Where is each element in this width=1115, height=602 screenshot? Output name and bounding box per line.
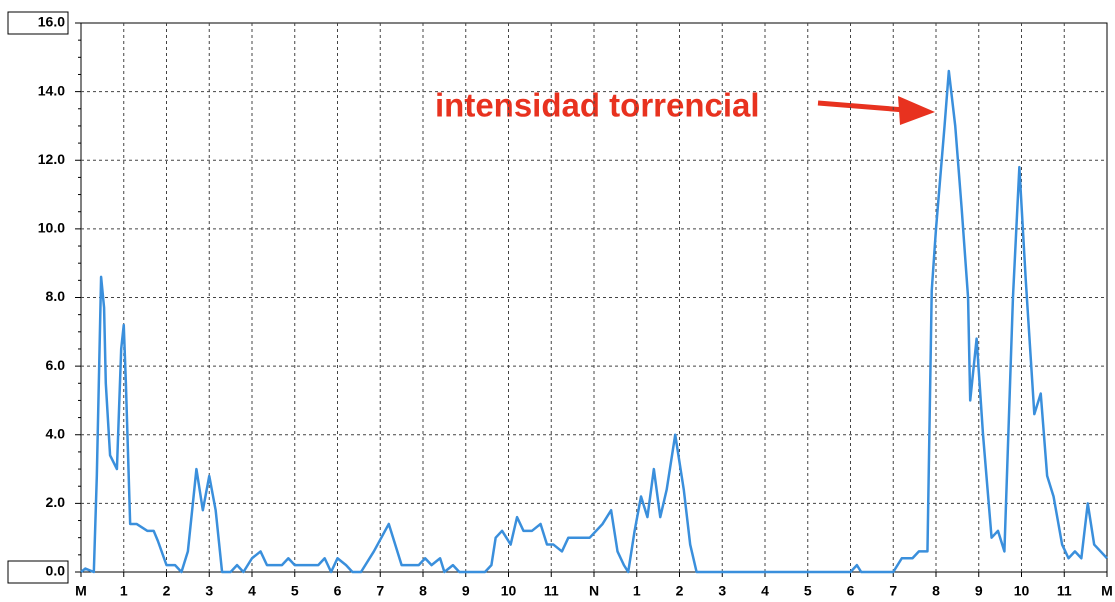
x-tick-label: N — [589, 583, 599, 599]
x-tick-label: 9 — [975, 583, 983, 599]
data-line — [80, 69, 1108, 574]
y-tick-label: 10.0 — [38, 220, 65, 236]
y-tick-label: 2.0 — [46, 494, 66, 510]
y-tick-label: 12.0 — [38, 151, 65, 167]
x-tick-label: 10 — [1014, 583, 1030, 599]
y-tick-label: 0.0 — [46, 563, 66, 579]
y-tick-label: 4.0 — [46, 425, 66, 441]
x-tick-label: M — [1101, 583, 1113, 599]
x-tick-label: 4 — [761, 583, 769, 599]
x-tick-label: M — [75, 583, 87, 599]
x-tick-label: 11 — [1057, 583, 1072, 599]
x-tick-label: 8 — [932, 583, 940, 599]
x-tick-label: 3 — [205, 583, 213, 599]
y-tick-label: 8.0 — [46, 288, 66, 304]
label-box — [7, 560, 69, 584]
x-tick-label: 1 — [120, 583, 128, 599]
x-tick-label: 7 — [889, 583, 897, 599]
x-tick-label: 5 — [291, 583, 299, 599]
x-tick-label: 9 — [462, 583, 470, 599]
x-tick-label: 2 — [676, 583, 684, 599]
x-tick-label: 8 — [419, 583, 427, 599]
x-tick-label: 3 — [718, 583, 726, 599]
x-tick-label: 7 — [376, 583, 384, 599]
x-tick-label: 4 — [248, 583, 256, 599]
y-tick-label: 14.0 — [38, 82, 65, 98]
x-tick-label: 6 — [847, 583, 855, 599]
x-tick-label: 6 — [334, 583, 342, 599]
x-tick-label: 1 — [633, 583, 641, 599]
x-tick-label: 5 — [804, 583, 812, 599]
x-tick-label: 10 — [501, 583, 517, 599]
annotation: intensidad torrencial — [435, 87, 760, 124]
arrow — [817, 96, 935, 125]
label-box — [7, 11, 69, 35]
x-tick-label: 11 — [544, 583, 559, 599]
y-tick-label: 6.0 — [46, 357, 66, 373]
x-tick-label: 2 — [163, 583, 171, 599]
y-tick-label: 16.0 — [38, 14, 65, 30]
